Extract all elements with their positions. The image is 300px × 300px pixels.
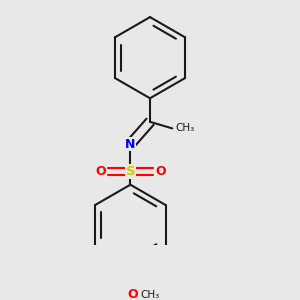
Text: O: O (155, 165, 166, 178)
Text: S: S (125, 165, 135, 178)
Text: O: O (128, 288, 138, 300)
Text: CH₃: CH₃ (176, 123, 195, 134)
Text: N: N (125, 138, 136, 151)
Text: CH₃: CH₃ (140, 290, 160, 300)
Text: O: O (95, 165, 106, 178)
